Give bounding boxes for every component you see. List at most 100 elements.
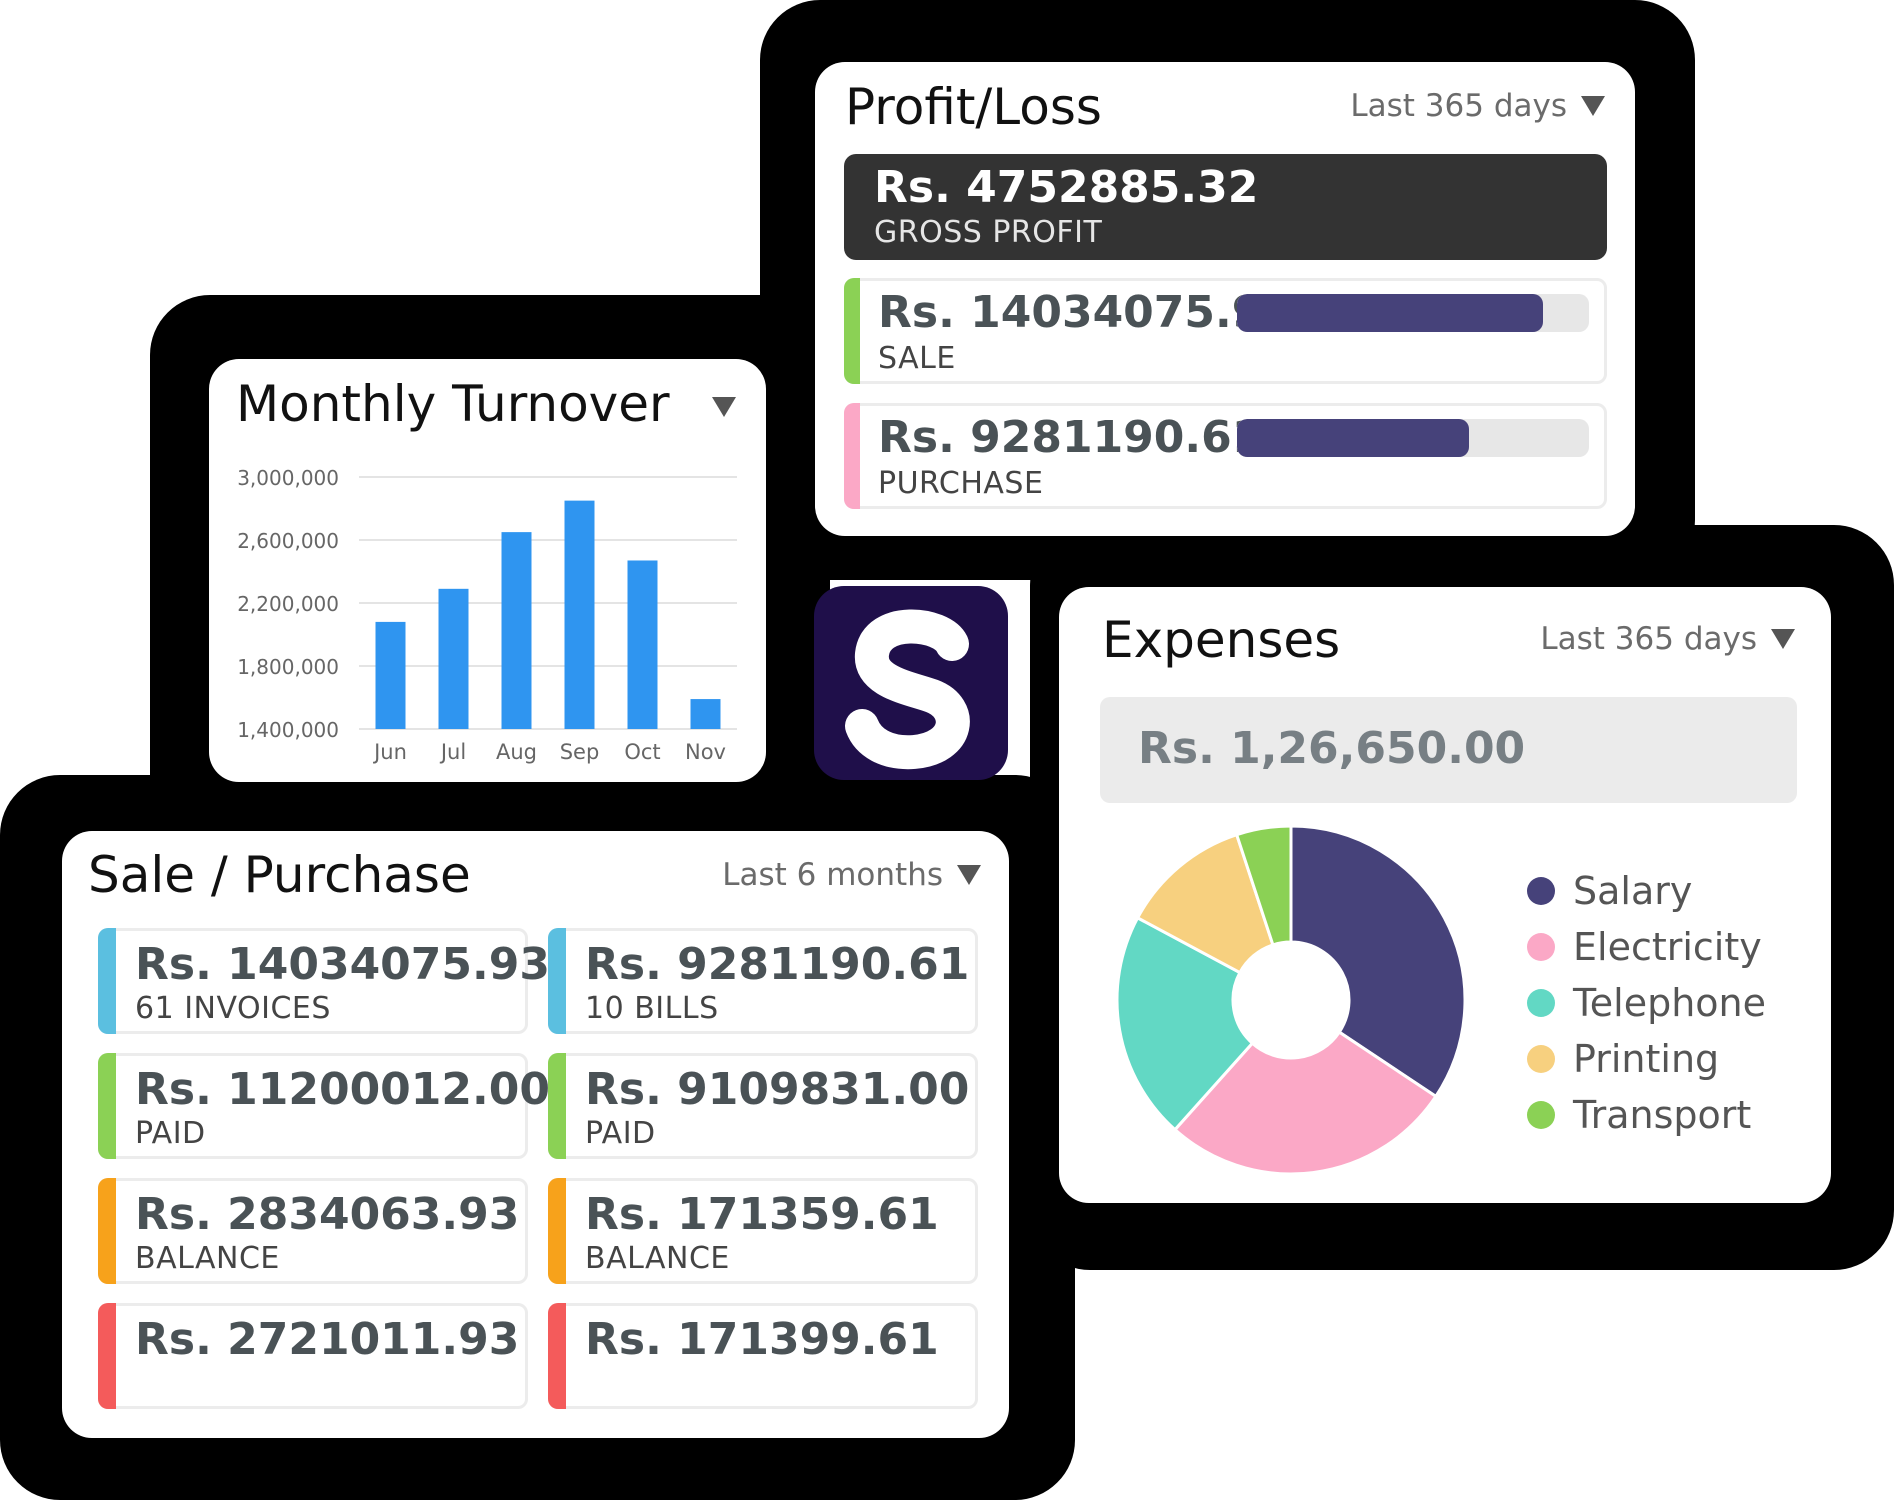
x-tick-label: Aug [496, 740, 537, 764]
bar-oct [627, 560, 658, 729]
tile-strip [98, 1178, 116, 1284]
tile-amount: Rs. 9109831.00 [585, 1064, 970, 1115]
legend-dot-icon [1527, 933, 1555, 961]
purchase-progress-fill [1237, 419, 1470, 457]
legend-label: Transport [1573, 1093, 1752, 1137]
tile-label: PAID [585, 1116, 656, 1151]
turnover-bar-chart: 3,000,000 2,600,000 2,200,000 1,800,000 1,40… [237, 466, 737, 764]
tile-amount: Rs. 2834063.93 [135, 1189, 520, 1240]
sale-progress-track [1237, 294, 1589, 332]
sale-purchase-period-select[interactable]: Last 6 months [722, 857, 981, 893]
purchase-label: PURCHASE [878, 466, 1044, 501]
legend-item-electricity: Electricity [1527, 925, 1762, 969]
legend-label: Telephone [1573, 981, 1766, 1025]
sale-purchase-tile-left: Rs. 2834063.93 BALANCE [98, 1178, 528, 1284]
turnover-chevron-down-icon[interactable] [712, 397, 736, 417]
gross-profit-panel: Rs. 4752885.32 GROSS PROFIT [844, 154, 1607, 260]
monthly-turnover-card: Monthly Turnover 3,000,000 2,600,000 2,200… [209, 359, 766, 782]
purchase-progress-track [1237, 419, 1589, 457]
gross-profit-label: GROSS PROFIT [874, 215, 1103, 250]
tile-label: BALANCE [585, 1241, 730, 1276]
purchase-row: Rs. 9281190.61 PURCHASE [844, 403, 1607, 509]
sale-purchase-tile-right: Rs. 9281190.61 10 BILLS [548, 928, 978, 1034]
tile-amount: Rs. 9281190.61 [585, 939, 970, 990]
legend-dot-icon [1527, 1101, 1555, 1129]
tile-amount: Rs. 2721011.93 [135, 1314, 520, 1365]
period-label: Last 365 days [1540, 621, 1757, 657]
profit-loss-card: Profit/Loss Last 365 days Rs. 4752885.32… [815, 62, 1635, 536]
bar-jun [375, 621, 406, 729]
sale-purchase-tile-left: Rs. 14034075.93 61 INVOICES [98, 928, 550, 1034]
x-tick-label: Oct [624, 740, 660, 764]
gross-profit-amount: Rs. 4752885.32 [874, 162, 1259, 213]
app-logo [814, 586, 1008, 780]
chevron-down-icon [957, 865, 981, 885]
tile-label: 10 BILLS [585, 991, 719, 1026]
tile-amount: Rs. 14034075.93 [135, 939, 550, 990]
tile-label: 61 INVOICES [135, 991, 331, 1026]
tile-strip [98, 1053, 116, 1159]
tile-strip [98, 1303, 116, 1409]
donut-slice-salary [1289, 824, 1467, 1099]
bar-sep [564, 500, 595, 729]
expenses-period-select[interactable]: Last 365 days [1540, 621, 1795, 657]
legend-item-transport: Transport [1527, 1093, 1751, 1137]
legend-item-printing: Printing [1527, 1037, 1719, 1081]
donut-slice-electricity [1172, 1030, 1438, 1176]
tile-strip [98, 928, 116, 1034]
tile-strip [548, 928, 566, 1034]
y-tick-label: 2,200,000 [237, 592, 339, 616]
legend-label: Printing [1573, 1037, 1720, 1081]
donut-slice-transport [1234, 824, 1293, 947]
sale-label: SALE [878, 341, 956, 376]
x-tick-label: Jun [372, 740, 407, 764]
legend-label: Electricity [1573, 925, 1762, 969]
x-tick-label: Nov [685, 740, 726, 764]
expenses-total-panel: Rs. 1,26,650.00 [1100, 697, 1797, 803]
monthly-turnover-title: Monthly Turnover [236, 375, 670, 433]
y-tick-label: 3,000,000 [237, 466, 339, 490]
legend-label: Salary [1573, 869, 1693, 913]
expenses-card: Expenses Last 365 days Rs. 1,26,650.00 S… [1059, 587, 1831, 1203]
legend-dot-icon [1527, 989, 1555, 1017]
s-logo-icon [845, 609, 970, 770]
bar-nov [690, 699, 721, 729]
sale-purchase-tile-right: Rs. 171359.61 BALANCE [548, 1178, 978, 1284]
expenses-total-amount: Rs. 1,26,650.00 [1138, 723, 1526, 774]
donut-slice-telephone [1115, 915, 1255, 1132]
sale-purchase-tile-right: Rs. 9109831.00 PAID [548, 1053, 978, 1159]
x-tick-label: Sep [560, 740, 600, 764]
sale-row: Rs. 14034075.93 SALE [844, 278, 1607, 384]
profit-loss-period-select[interactable]: Last 365 days [1350, 88, 1605, 124]
expenses-title: Expenses [1102, 611, 1341, 669]
y-tick-label: 1,400,000 [237, 718, 339, 742]
tile-amount: Rs. 171399.61 [585, 1314, 939, 1365]
legend-dot-icon [1527, 1045, 1555, 1073]
tile-strip [548, 1303, 566, 1409]
period-label: Last 6 months [722, 857, 943, 893]
sale-purchase-card: Sale / Purchase Last 6 months Rs. 140340… [62, 831, 1009, 1438]
period-label: Last 365 days [1350, 88, 1567, 124]
bar-aug [501, 532, 532, 729]
y-tick-label: 1,800,000 [237, 655, 339, 679]
purchase-amount: Rs. 9281190.61 [878, 412, 1263, 463]
tile-label: BALANCE [135, 1241, 280, 1276]
profit-loss-title: Profit/Loss [845, 78, 1102, 136]
expenses-donut-chart [1115, 824, 1467, 1176]
sale-purchase-tile-left: Rs. 11200012.00 PAID [98, 1053, 550, 1159]
sale-strip [844, 278, 860, 384]
purchase-strip [844, 403, 860, 509]
x-tick-label: Jul [439, 740, 466, 764]
sale-progress-fill [1237, 294, 1544, 332]
tile-strip [548, 1178, 566, 1284]
y-tick-label: 2,600,000 [237, 529, 339, 553]
sale-purchase-tile-left: Rs. 2721011.93 [98, 1303, 528, 1409]
sale-purchase-tile-right: Rs. 171399.61 [548, 1303, 978, 1409]
tile-amount: Rs. 11200012.00 [135, 1064, 550, 1115]
donut-slice-printing [1135, 832, 1275, 975]
bar-jul [438, 588, 469, 729]
legend-dot-icon [1527, 877, 1555, 905]
chevron-down-icon [1581, 96, 1605, 116]
tile-label: PAID [135, 1116, 206, 1151]
legend-item-salary: Salary [1527, 869, 1692, 913]
